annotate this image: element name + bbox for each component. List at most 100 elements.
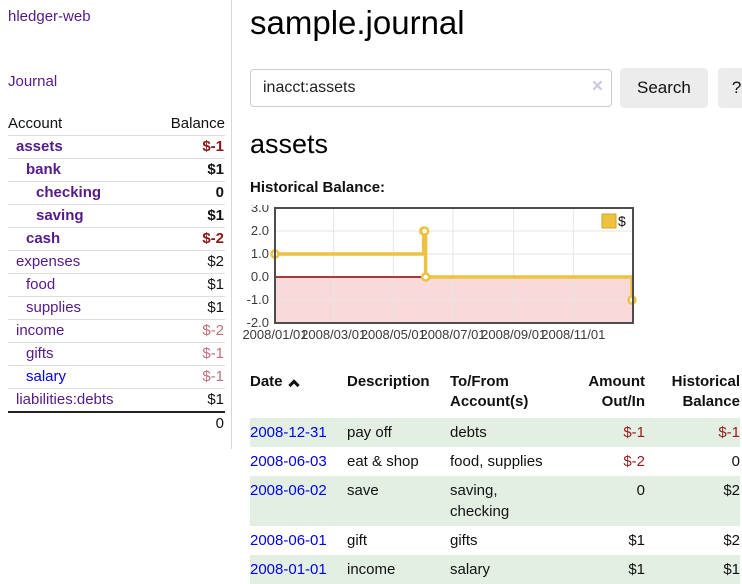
transaction-date-link[interactable]: 2008-06-03 [250,453,327,470]
account-row: assets $-1 [8,135,225,159]
account-link[interactable]: saving [36,207,84,224]
register-header-amount: Amount Out/In [588,373,645,410]
transaction-row: 2008-06-01 gift gifts $1 $2 [250,526,740,555]
transaction-description: eat & shop [347,453,419,470]
search-input-wrapper: × [250,69,612,107]
transaction-row: 2008-12-31 pay off debts $-1 $-1 [250,418,740,447]
account-balance: $1 [151,273,225,297]
accounts-total-value: 0 [151,411,225,435]
account-balance: $2 [151,250,225,274]
transaction-amount: $1 [565,555,645,584]
transaction-accounts: gifts [450,532,478,549]
account-row: income $-2 [8,319,225,343]
transaction-row: 2008-01-01 income salary $1 $1 [250,555,740,584]
account-row: saving $1 [8,204,225,228]
accounts-table: Account Balance assets $-1 bank $1 checking 0… [8,112,225,435]
transaction-amount: 0 [565,476,645,526]
transaction-description: income [347,555,450,584]
transaction-amount: $-1 [565,418,645,447]
account-link[interactable]: salary [26,368,67,385]
transaction-balance: 0 [731,453,740,470]
main-content: sample.journal × Search ? assets Histori… [232,0,742,584]
transaction-description: gift [347,532,368,549]
transaction-date-link[interactable]: 2008-01-01 [250,561,327,578]
svg-text:3.0: 3.0 [251,205,269,215]
account-link[interactable]: bank [26,161,62,178]
search-button[interactable]: Search [620,68,708,108]
account-balance: $1 [151,388,225,412]
sidebar: hledger-web Journal Account Balance asse… [0,0,232,449]
svg-text:2008/09/01: 2008/09/01 [481,327,546,342]
svg-text:2.0: 2.0 [251,223,269,238]
account-balance: $1 [151,158,225,182]
search-form: × Search ? [250,68,742,108]
account-balance: $-2 [151,227,225,251]
svg-text:2008/01/01: 2008/01/01 [242,327,307,342]
account-balance: 0 [151,181,225,205]
account-balance: $-2 [151,319,225,343]
help-button[interactable]: ? [717,68,742,108]
svg-text:2008/05/01: 2008/05/01 [361,327,426,342]
account-link[interactable]: income [16,322,65,339]
register-header-description: Description [347,373,430,390]
account-row: bank $1 [8,158,225,182]
accounts-header-balance: Balance [170,115,225,132]
accounts-header-account: Account [8,115,63,132]
sort-asc-icon [287,379,300,391]
account-row: food $1 [8,273,225,297]
account-link[interactable]: expenses [16,253,81,270]
account-link[interactable]: liabilities:debts [16,391,114,408]
svg-text:2008/07/01: 2008/07/01 [420,327,485,342]
app-title-link[interactable]: hledger-web [8,8,91,25]
svg-text:0.0: 0.0 [251,269,269,284]
account-link[interactable]: checking [36,184,102,201]
transaction-accounts: debts [450,418,565,447]
clear-search-icon[interactable]: × [591,76,603,97]
account-row: checking 0 [8,181,225,205]
transaction-date-link[interactable]: 2008-12-31 [250,424,327,441]
svg-text:1.0: 1.0 [251,246,269,261]
transaction-description: pay off [347,418,450,447]
transaction-row: 2008-06-02 save saving, checking 0 $2 [250,476,740,526]
svg-text:$: $ [618,213,626,229]
account-link[interactable]: gifts [26,345,54,362]
account-link[interactable]: cash [26,230,61,247]
account-balance: $1 [151,204,225,228]
account-row: supplies $1 [8,296,225,320]
account-balance: $-1 [151,135,225,159]
account-balance: $-1 [151,342,225,366]
account-balance: $1 [151,296,225,320]
accounts-total-row: 0 [8,411,225,435]
transaction-date-link[interactable]: 2008-06-02 [250,482,327,499]
chart-title: Historical Balance: [250,179,386,196]
transaction-description: save [347,476,450,526]
transaction-date-link[interactable]: 2008-06-01 [250,532,327,549]
transaction-balance: $1 [645,555,740,584]
svg-text:-1.0: -1.0 [247,292,269,307]
transaction-accounts: food, supplies [450,453,543,470]
transaction-amount: $-2 [623,453,645,470]
account-heading: assets [250,129,329,159]
account-link[interactable]: food [26,276,56,293]
svg-text:2008/11/01: 2008/11/01 [541,327,605,342]
chart-svg: $3.0 2.0 1.0 0.0 -1.0 -2.02008/01/012008/03/0… [242,200,637,342]
sidebar-item-journal[interactable]: Journal [8,73,58,90]
account-link[interactable]: supplies [26,299,82,316]
transaction-accounts: salary [450,555,565,584]
transaction-balance: $-1 [645,418,740,447]
page-title: sample.journal [250,4,465,41]
account-row: liabilities:debts $1 [8,388,225,412]
account-row: gifts $-1 [8,342,225,366]
register-table: Date Description To/From Account(s) Amount … [250,370,740,584]
transaction-accounts: saving, checking [450,476,565,526]
account-row: cash $-2 [8,227,225,251]
svg-text:-2.0: -2.0 [247,315,269,330]
historical-balance-chart: $3.0 2.0 1.0 0.0 -1.0 -2.0 2008/01/01 2008/03/0… [238,200,742,350]
register-header-date[interactable]: Date [250,370,347,418]
account-link[interactable]: assets [16,138,63,155]
register-header-tofrom: To/From Account(s) [450,373,529,410]
search-input[interactable] [250,69,612,107]
transaction-balance: $2 [723,532,740,549]
register-header-historical: Historical Balance [671,373,740,410]
